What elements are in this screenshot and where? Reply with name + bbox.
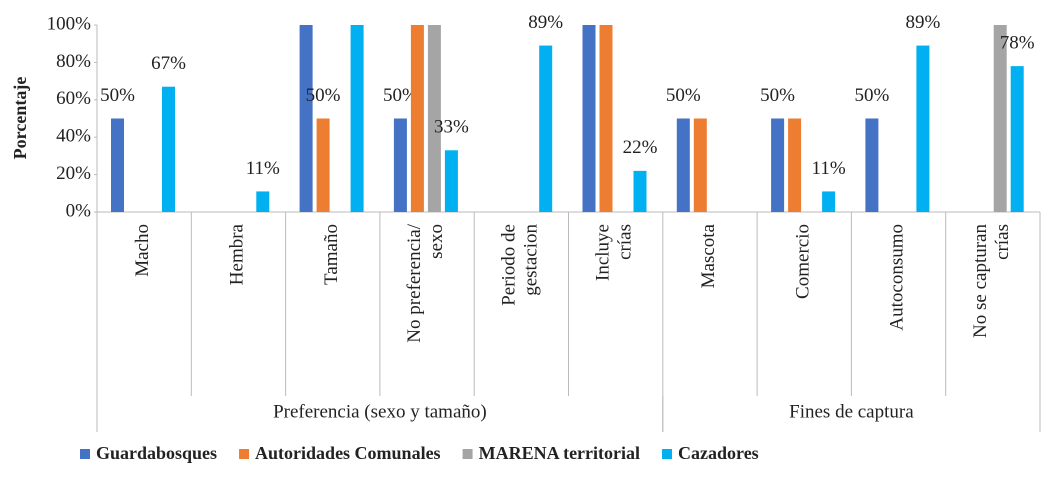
bar [1010, 66, 1024, 212]
bar [111, 118, 124, 212]
bar [822, 191, 836, 212]
bar [410, 25, 424, 212]
x-tick-line: Autoconsumo [887, 224, 908, 331]
x-tick-line: Hembra [227, 223, 248, 285]
x-tick-label: Incluyecrías [593, 224, 636, 281]
group-label: Preferencia (sexo y tamaño) [273, 401, 487, 422]
bar [993, 25, 1007, 212]
x-tick-line: No preferencia/ [404, 223, 425, 342]
data-label: 22% [623, 137, 658, 158]
data-label: 89% [905, 12, 940, 33]
data-label: 50% [666, 85, 701, 106]
bar [633, 170, 647, 212]
y-tick-label: 0% [66, 200, 92, 221]
y-tick-label: 80% [56, 51, 91, 72]
y-tick-label: 60% [56, 88, 91, 109]
bar [916, 45, 930, 212]
legend-label: Guardabosques [96, 443, 217, 463]
x-tick-label: Tamaño [321, 224, 342, 285]
x-tick-line: gestacion [521, 224, 542, 296]
bar [771, 118, 785, 212]
bar [162, 86, 175, 212]
data-label: 33% [434, 117, 469, 138]
legend-label: Autoridades Comunales [255, 443, 441, 463]
x-tick-label: Periodo degestacion [499, 224, 542, 306]
x-tick-label: Autoconsumo [887, 224, 908, 331]
x-tick-line: sexo [426, 224, 447, 259]
y-tick-label: 100% [47, 13, 92, 34]
x-tick-label: Macho [133, 224, 154, 277]
bar [350, 25, 364, 212]
data-label: 11% [812, 158, 846, 179]
x-tick-label: No se capturancrías [970, 224, 1013, 338]
bar [539, 45, 553, 212]
data-label: 78% [1000, 32, 1035, 53]
data-label: 50% [100, 85, 135, 106]
legend-swatch [462, 449, 473, 459]
data-label: 50% [383, 85, 418, 106]
bar [582, 25, 596, 212]
data-label: 50% [306, 85, 341, 106]
data-label: 67% [151, 53, 186, 74]
x-tick-line: Mascota [698, 223, 719, 288]
x-tick-line: Comercio [793, 224, 814, 299]
data-label: 89% [528, 12, 563, 33]
bar [599, 25, 613, 212]
data-label: 50% [854, 85, 889, 106]
legend-label: Cazadores [678, 443, 759, 463]
bar [693, 118, 707, 212]
x-tick-line: Periodo de [499, 224, 520, 306]
legend-swatch [239, 449, 250, 459]
x-tick-line: No se capturan [970, 224, 991, 338]
group-label: Fines de captura [789, 401, 914, 422]
bar [788, 118, 802, 212]
x-tick-line: crías [992, 224, 1013, 260]
y-tick-label: 20% [56, 163, 91, 184]
bar [676, 118, 690, 212]
bar [444, 150, 458, 212]
x-tick-line: Incluye [593, 224, 614, 281]
bar [299, 25, 313, 212]
data-label: 50% [760, 85, 795, 106]
bar [393, 118, 407, 212]
bar [427, 25, 441, 212]
legend-swatch [80, 449, 90, 459]
legend-swatch [662, 449, 673, 459]
data-label: 11% [246, 158, 280, 179]
x-tick-label: Mascota [698, 223, 719, 288]
x-tick-label: Hembra [227, 223, 248, 285]
bar [256, 191, 270, 212]
bar [865, 118, 879, 212]
legend-label: MARENA territorial [479, 443, 640, 463]
x-tick-line: crías [615, 224, 636, 260]
y-axis-label: Porcentaje [10, 77, 30, 160]
x-tick-line: Tamaño [321, 224, 342, 285]
x-tick-label: No preferencia/sexo [404, 223, 447, 342]
x-tick-line: Macho [133, 224, 154, 277]
x-tick-label: Comercio [793, 224, 814, 299]
bar [316, 118, 330, 212]
y-tick-label: 40% [56, 126, 91, 147]
